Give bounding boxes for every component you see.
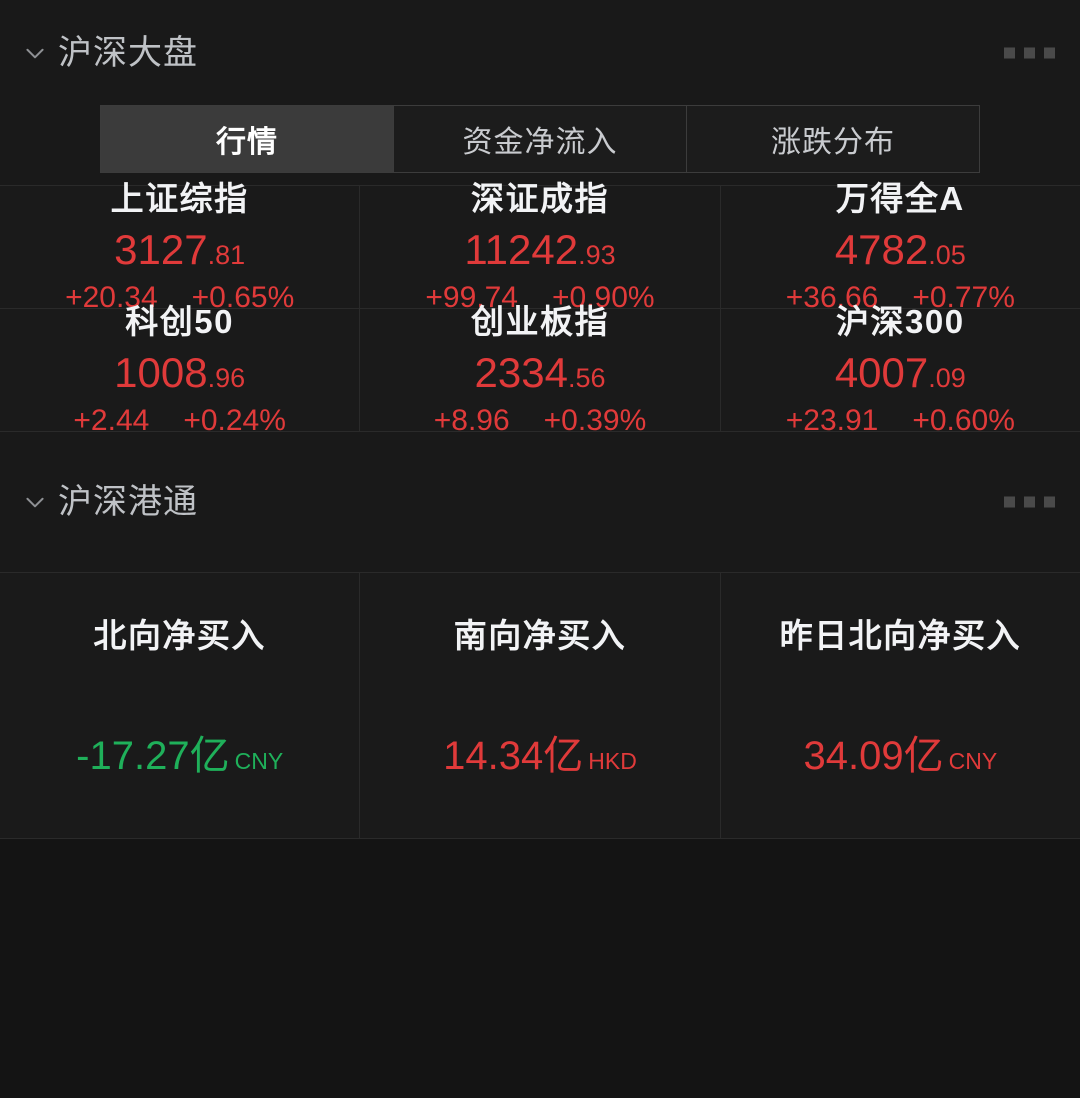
index-percent: +0.39% [543,403,647,437]
connect-board-more-dots-icon[interactable] [1004,496,1055,508]
flow-cell-southbound-net-buy[interactable]: 南向净买入 14.34亿 HKD [360,573,720,838]
index-deltas: +8.96 +0.39% [433,403,647,437]
index-name: 创业板指 [470,302,609,340]
index-percent: +0.24% [183,403,286,437]
dot [1044,496,1055,508]
index-price: 11242.93 [464,225,616,273]
index-change: +8.96 [433,403,510,437]
dot [1044,47,1055,58]
index-cell-wind-all-a[interactable]: 万得全A 4782.05 +36.66 +0.77% [720,182,1080,312]
index-price-integer: 4007 [834,348,929,396]
index-change: +23.91 [785,403,879,437]
flow-currency: CNY [234,748,284,774]
flow-currency: HKD [588,748,637,774]
index-change: +36.66 [785,280,879,314]
flow-value: 34.09亿 CNY [803,736,997,776]
index-price-integer: 11242 [464,225,579,273]
index-percent: +0.77% [912,280,1015,314]
index-percent: +0.65% [191,280,295,314]
dot [1024,47,1035,58]
connect-board-header-strip: 沪深港通 [0,432,1080,572]
market-board-title: 沪深大盘 [58,33,198,72]
index-name: 上证综指 [110,179,249,217]
index-change: +99.74 [425,280,518,314]
index-cell-csi-300[interactable]: 沪深300 4007.09 +23.91 +0.60% [720,305,1080,435]
flow-value: 14.34亿 HKD [443,736,637,776]
flow-name: 北向净买入 [93,617,266,654]
index-percent: +0.60% [912,403,1015,437]
index-grid: 上证综指 3127.81 +20.34 +0.65% 深证成指 11242.93… [0,182,1080,435]
index-name: 深证成指 [470,179,609,217]
index-deltas: +99.74 +0.90% [425,280,655,314]
index-price: 1008.96 [114,348,246,396]
index-cell-shanghai-composite[interactable]: 上证综指 3127.81 +20.34 +0.65% [0,182,360,312]
connect-flow-grid: 北向净买入 -17.27亿 CNY 南向净买入 14.34亿 HKD 昨日北向净… [0,572,1080,839]
index-name: 科创50 [125,302,235,340]
index-change: +2.44 [73,403,150,437]
flow-amount: 34.09亿 [803,734,944,778]
dot [1004,47,1015,58]
chevron-down-icon[interactable] [22,489,48,515]
index-price-integer: 2334 [474,348,568,396]
index-price-decimal: .09 [928,362,966,393]
tab-net-capital-inflow[interactable]: 资金净流入 [394,106,687,172]
index-cell-shenzhen-component[interactable]: 深证成指 11242.93 +99.74 +0.90% [360,182,720,312]
index-price-decimal: .93 [578,239,616,270]
index-cell-star-50[interactable]: 科创50 1008.96 +2.44 +0.24% [0,305,360,435]
dot [1004,496,1015,508]
tab-quotes[interactable]: 行情 [101,106,394,172]
index-deltas: +23.91 +0.60% [785,403,1015,437]
connect-board-title: 沪深港通 [58,483,198,521]
flow-amount: -17.27亿 [76,734,230,778]
flow-cell-northbound-net-buy[interactable]: 北向净买入 -17.27亿 CNY [0,573,360,838]
flow-name: 南向净买入 [453,617,627,654]
tab-gain-loss-distribution[interactable]: 涨跌分布 [687,106,979,172]
tab-group: 行情 资金净流入 涨跌分布 [100,105,980,173]
index-price: 4782.05 [834,225,966,273]
flow-cell-yesterday-northbound-net-buy[interactable]: 昨日北向净买入 34.09亿 CNY [720,573,1080,838]
flow-name: 昨日北向净买入 [779,617,1022,654]
index-change: +20.34 [65,280,158,314]
index-name: 沪深300 [836,302,965,340]
market-board-tabbar: 行情 资金净流入 涨跌分布 [0,105,1080,185]
market-board-header: 沪深大盘 [0,0,1080,105]
market-board-more-dots-icon[interactable] [1004,47,1055,58]
index-percent: +0.90% [551,280,655,314]
index-price: 4007.09 [834,348,966,396]
index-cell-chinext[interactable]: 创业板指 2334.56 +8.96 +0.39% [360,305,720,435]
index-price-decimal: .56 [567,362,606,393]
index-price-integer: 3127 [114,225,208,273]
index-price-decimal: .81 [207,239,246,270]
index-price: 3127.81 [114,225,246,273]
flow-value: -17.27亿 CNY [76,736,283,776]
index-price-decimal: .96 [207,362,246,393]
index-name: 万得全A [835,179,965,217]
flow-amount: 14.34亿 [443,734,584,778]
index-price-integer: 4782 [834,225,929,273]
index-deltas: +36.66 +0.77% [785,280,1015,314]
index-deltas: +20.34 +0.65% [65,280,295,314]
index-price-integer: 1008 [114,348,208,396]
connect-board-header: 沪深港通 [0,432,1080,572]
flow-currency: CNY [948,748,998,774]
index-price-decimal: .05 [928,239,966,270]
index-deltas: +2.44 +0.24% [73,403,286,437]
dot [1024,496,1035,508]
chevron-down-icon[interactable] [22,40,48,66]
index-price: 2334.56 [474,348,606,396]
